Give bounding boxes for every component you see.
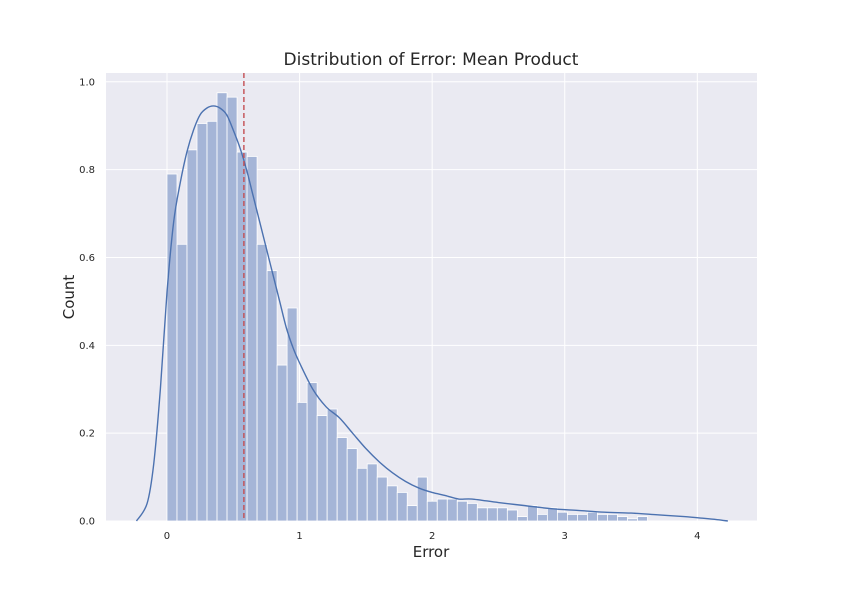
histogram-bar xyxy=(506,509,518,522)
y-tick-label: 0.6 xyxy=(79,253,95,264)
histogram-bar xyxy=(336,437,348,522)
histogram-bar xyxy=(446,498,458,522)
histogram-bar xyxy=(617,516,628,522)
histogram-bar xyxy=(587,511,598,522)
histogram-bar xyxy=(166,173,178,522)
x-axis-ticks: 0 1 2 3 4 xyxy=(164,531,701,542)
y-tick-label: 1.0 xyxy=(79,77,95,88)
kde-curve xyxy=(135,105,728,522)
histogram-bar xyxy=(266,270,278,522)
histogram-bar xyxy=(176,243,188,522)
histogram-bar xyxy=(536,514,548,522)
histogram-bar xyxy=(597,514,608,522)
histogram-bar xyxy=(376,476,388,522)
histogram-bar xyxy=(556,511,568,522)
histogram-bar xyxy=(186,149,198,522)
histogram-bar xyxy=(526,505,538,522)
histogram-bar xyxy=(476,507,488,522)
histogram-bar xyxy=(607,514,618,522)
y-tick-label: 0.2 xyxy=(79,429,95,440)
histogram-bar xyxy=(316,415,328,522)
chart-title: Distribution of Error: Mean Product xyxy=(284,50,579,70)
histogram-bar xyxy=(516,516,528,522)
histogram-bar xyxy=(436,498,448,522)
histogram-bar xyxy=(216,92,228,522)
histogram-bar xyxy=(456,500,468,522)
histogram-bar xyxy=(286,307,298,522)
histogram-bar xyxy=(567,514,578,522)
histogram-bar xyxy=(637,516,648,522)
histogram-bar xyxy=(486,507,498,522)
x-tick-label: 4 xyxy=(694,531,700,542)
histogram-bar xyxy=(236,151,248,522)
histogram-bar xyxy=(416,476,428,522)
histogram-bar xyxy=(256,243,268,522)
histogram-bar xyxy=(426,500,438,522)
histogram-bar xyxy=(346,448,358,522)
y-axis-ticks: 0.0 0.2 0.4 0.6 0.8 1.0 xyxy=(79,77,95,527)
x-axis-label: Error xyxy=(413,543,450,561)
histogram-bar xyxy=(326,408,338,522)
histogram-bar xyxy=(627,518,638,522)
histogram-bar xyxy=(246,156,258,522)
x-tick-label: 3 xyxy=(562,531,568,542)
histogram-bar xyxy=(306,382,318,522)
histogram-bar xyxy=(196,123,208,522)
histogram-bar xyxy=(406,505,418,522)
y-tick-label: 0.4 xyxy=(79,341,95,352)
histogram-bar xyxy=(276,364,288,522)
histogram-bar xyxy=(466,503,478,522)
histogram-bar xyxy=(496,507,508,522)
y-tick-label: 0.0 xyxy=(79,517,95,528)
x-tick-label: 0 xyxy=(164,531,170,542)
histogram-bar xyxy=(356,467,368,522)
histogram-bar xyxy=(226,96,238,522)
histogram-bar xyxy=(386,485,398,522)
y-axis-label: Count xyxy=(60,275,78,320)
histogram-bar xyxy=(577,514,588,522)
histogram-bar xyxy=(366,463,378,522)
y-tick-label: 0.8 xyxy=(79,165,95,176)
histogram-bar xyxy=(296,402,308,522)
histogram-bar xyxy=(206,120,218,522)
histogram-bars xyxy=(166,92,648,522)
histogram-bar xyxy=(546,507,558,522)
histogram-bar xyxy=(396,492,408,522)
x-tick-label: 1 xyxy=(296,531,302,542)
x-tick-label: 2 xyxy=(429,531,435,542)
